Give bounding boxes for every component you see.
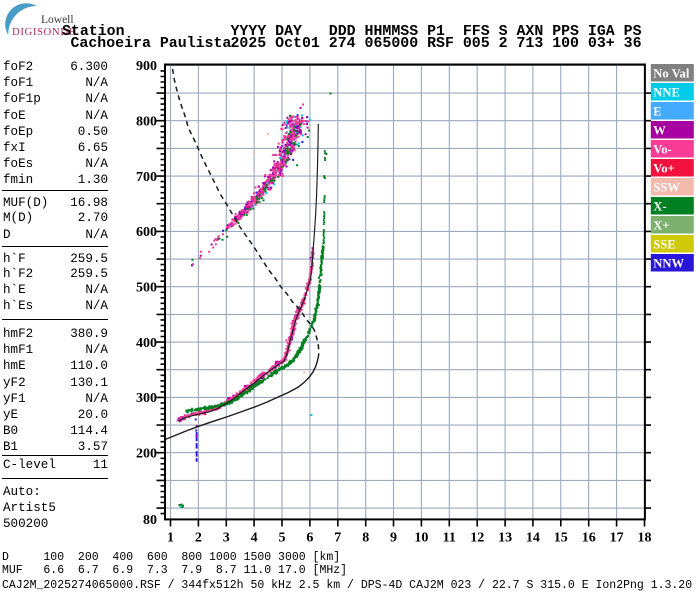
svg-text:4: 4 (251, 530, 258, 545)
svg-text:10: 10 (414, 530, 428, 545)
svg-text:14: 14 (526, 530, 540, 545)
svg-text:13: 13 (498, 530, 512, 545)
svg-text:600: 600 (136, 225, 157, 240)
svg-text:No Val: No Val (653, 67, 690, 81)
svg-text:SSE: SSE (653, 238, 675, 252)
svg-text:500: 500 (136, 280, 157, 295)
svg-text:SSW: SSW (653, 181, 680, 195)
svg-text:8: 8 (362, 530, 369, 545)
svg-text:1: 1 (167, 530, 174, 545)
svg-text:X-: X- (653, 200, 666, 214)
svg-text:W: W (653, 124, 666, 138)
svg-text:E: E (653, 105, 661, 119)
svg-text:9: 9 (390, 530, 397, 545)
svg-text:18: 18 (638, 530, 652, 545)
svg-text:700: 700 (136, 170, 157, 185)
svg-text:11: 11 (443, 530, 456, 545)
svg-text:300: 300 (136, 391, 157, 406)
svg-text:12: 12 (470, 530, 484, 545)
svg-text:900: 900 (136, 59, 157, 74)
svg-text:6: 6 (306, 530, 313, 545)
svg-text:200: 200 (136, 446, 157, 461)
svg-text:Vo+: Vo+ (653, 162, 674, 176)
svg-text:15: 15 (554, 530, 568, 545)
svg-text:NNE: NNE (653, 86, 680, 100)
svg-text:5: 5 (279, 530, 286, 545)
svg-text:17: 17 (610, 530, 624, 545)
svg-text:NNW: NNW (653, 257, 684, 271)
svg-text:80: 80 (143, 513, 157, 528)
svg-text:7: 7 (334, 530, 341, 545)
svg-text:800: 800 (136, 114, 157, 129)
svg-text:2: 2 (195, 530, 202, 545)
svg-text:16: 16 (582, 530, 596, 545)
svg-text:Vo-: Vo- (653, 143, 671, 157)
svg-text:3: 3 (223, 530, 230, 545)
svg-text:400: 400 (136, 336, 157, 351)
svg-text:X+: X+ (653, 219, 669, 233)
